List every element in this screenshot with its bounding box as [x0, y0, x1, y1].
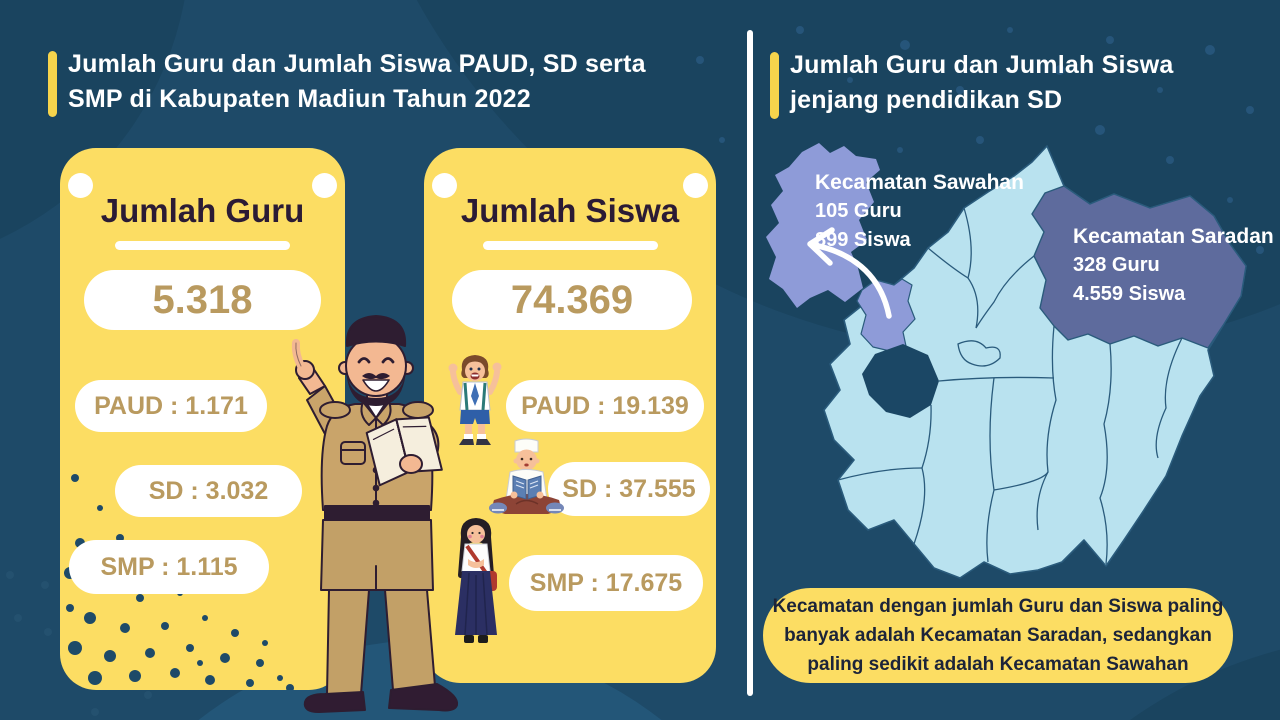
saradan-region: [1031, 185, 1247, 349]
beard: [346, 364, 406, 406]
title-underline: [115, 241, 290, 250]
note-line3: paling sedikit adalah Kecamatan Sawahan: [807, 654, 1189, 675]
madiun-district-map: [766, 143, 1247, 579]
callout-saradan-name: Kecamatan Saradan: [1073, 225, 1274, 248]
card-pin-right: [683, 173, 708, 198]
card-pin-right: [312, 173, 337, 198]
siswa-paud-pill: PAUD : 19.139: [506, 380, 704, 432]
callout-sawahan-siswa: 899 Siswa: [815, 229, 911, 251]
right-title-line1: Jumlah Guru dan Jumlah Siswa: [790, 51, 1174, 79]
callout-sawahan-name: Kecamatan Sawahan: [815, 171, 1024, 194]
guru-total-pill: 5.318: [84, 270, 321, 330]
guru-smp-pill: SMP : 1.115: [69, 540, 269, 594]
callout-sawahan-guru: 105 Guru: [815, 200, 902, 222]
siswa-smp-pill: SMP : 17.675: [509, 555, 703, 611]
guru-paud-pill: PAUD : 1.171: [75, 380, 267, 432]
curved-arrow-icon: [807, 227, 892, 319]
conclusion-note: Kecamatan dengan jumlah Guru dan Siswa p…: [763, 588, 1233, 683]
peci-hat: [345, 315, 407, 347]
right-section-title: Jumlah Guru dan Jumlah Siswa jenjang pen…: [790, 48, 1173, 118]
callout-saradan-siswa: 4.559 Siswa: [1073, 283, 1186, 305]
sawahan-enlarged-region: [766, 143, 880, 308]
right-title-accent-bar: [770, 52, 779, 119]
callout-saradan: Kecamatan Saradan 328 Guru 4.559 Siswa: [1073, 222, 1274, 309]
card-pin-left: [68, 173, 93, 198]
note-line2: banyak adalah Kecamatan Saradan, sedangk…: [784, 625, 1212, 646]
callout-sawahan: Kecamatan Sawahan 105 Guru 899 Siswa: [815, 168, 1024, 255]
left-title-line2: SMP di Kabupaten Madiun Tahun 2022: [68, 85, 531, 113]
card-title: Jumlah Guru: [100, 192, 305, 229]
left-section-title: Jumlah Guru dan Jumlah Siswa PAUD, SD se…: [68, 47, 646, 117]
right-title-line2: jenjang pendidikan SD: [790, 86, 1063, 114]
siswa-total-pill: 74.369: [452, 270, 692, 330]
schoolgirl-illustration: [455, 518, 497, 643]
guru-sd-pill: SD : 3.032: [115, 465, 302, 517]
scatter-dots: [696, 26, 1264, 254]
left-title-accent-bar: [48, 51, 57, 117]
card-jumlah-guru: Jumlah Guru 5.318 PAUD : 1.171 SD : 3.03…: [60, 148, 345, 690]
card-pin-left: [432, 173, 457, 198]
note-line1: Kecamatan dengan jumlah Guru dan Siswa p…: [772, 596, 1224, 617]
panel-divider: [747, 30, 753, 696]
kota-madiun-area: [862, 344, 939, 418]
title-underline: [482, 241, 658, 250]
card-title: Jumlah Siswa: [460, 192, 680, 229]
cheering-boy-illustration: [448, 355, 502, 445]
teacher-illustration: [291, 315, 459, 713]
callout-saradan-guru: 328 Guru: [1073, 254, 1160, 276]
left-title-line1: Jumlah Guru dan Jumlah Siswa PAUD, SD se…: [68, 50, 646, 78]
siswa-sd-pill: SD : 37.555: [548, 462, 710, 516]
reading-boy-illustration: [489, 438, 564, 514]
